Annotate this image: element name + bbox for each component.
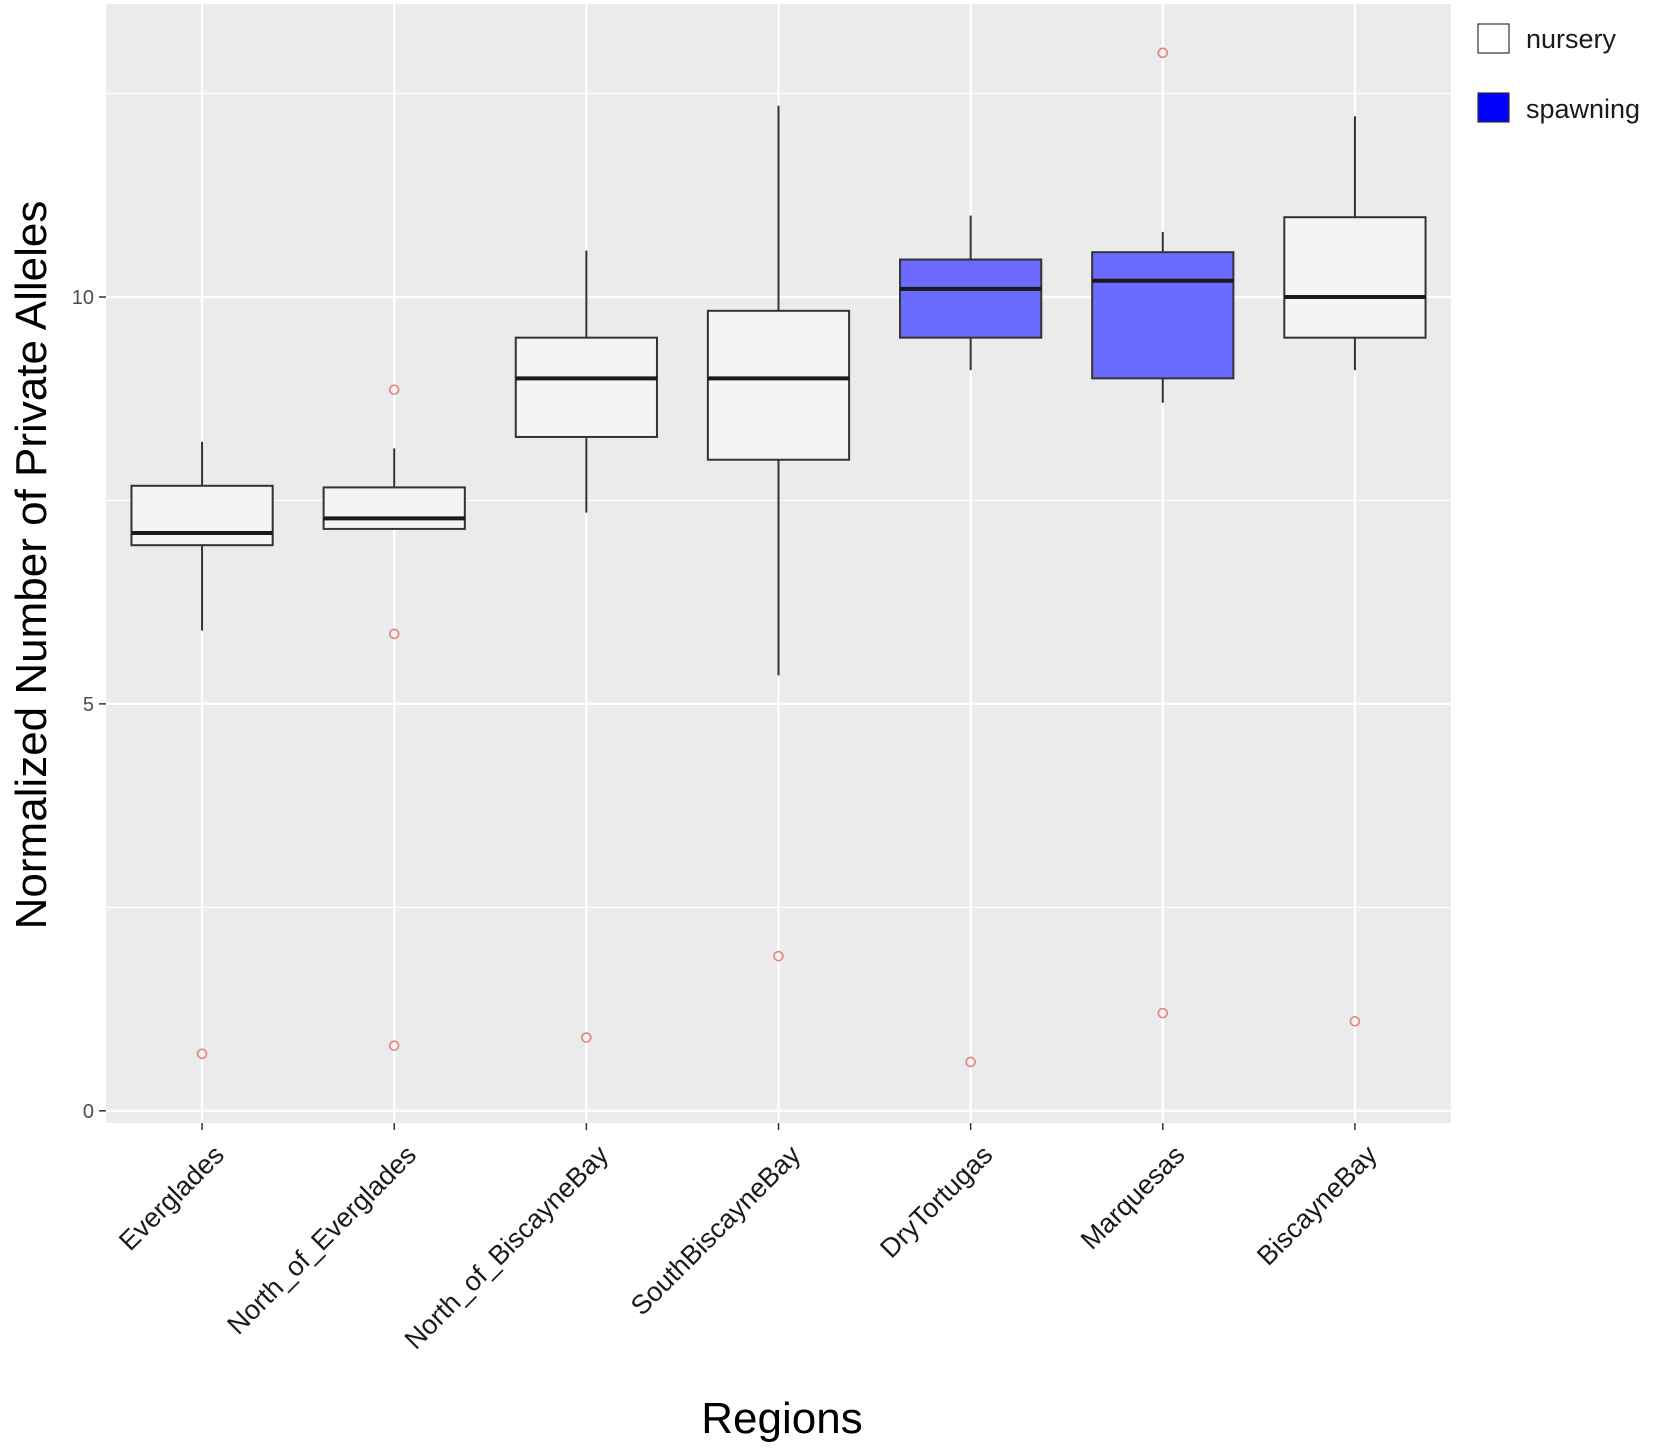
box-series <box>130 47 1427 1068</box>
box-body <box>1283 216 1427 339</box>
legend-key-nursery <box>1477 23 1510 54</box>
x-tick-label: North_of_BiscayneBay <box>399 1139 615 1355</box>
x-tick-label: Marquesas <box>1075 1140 1191 1256</box>
outlier-point <box>388 628 400 640</box>
outlier-point <box>1157 47 1169 59</box>
box-BiscayneBay <box>1283 116 1427 1027</box>
box-DryTortugas <box>899 215 1043 1068</box>
x-tick-label: SouthBiscayneBay <box>625 1139 807 1321</box>
legend-key-spawning <box>1477 92 1510 123</box>
box-SouthBiscayneBay <box>706 105 851 962</box>
outlier-point <box>388 1040 400 1051</box>
x-tick-label: North_of_Everglades <box>221 1140 422 1341</box>
outlier-point <box>773 950 784 962</box>
y-tick-label: 0 <box>83 1101 94 1123</box>
legend-label-nursery: nursery <box>1526 24 1617 54</box>
x-tick-label: Everglades <box>113 1140 230 1257</box>
box-body <box>322 486 466 530</box>
x-tick-label: BiscayneBay <box>1251 1139 1383 1271</box>
box-North_of_BiscayneBay <box>514 250 658 1043</box>
outlier-point <box>1157 1007 1169 1019</box>
x-axis: EvergladesNorth_of_EvergladesNorth_of_Bi… <box>113 1123 1383 1355</box>
box-body <box>899 258 1043 339</box>
box-body <box>1091 251 1235 380</box>
legend-label-spawning: spawning <box>1526 94 1640 124</box>
box-body <box>706 309 851 461</box>
x-tick-label: DryTortugas <box>874 1140 998 1264</box>
box-body <box>130 484 274 547</box>
box-body <box>514 336 658 438</box>
y-tick-label: 10 <box>72 287 94 309</box>
y-axis: 0 5 10 <box>72 287 106 1123</box>
box-Marquesas <box>1091 47 1235 1019</box>
box-Everglades <box>130 441 274 1060</box>
legend: nursery spawning <box>1477 23 1640 124</box>
outlier-point <box>196 1048 208 1060</box>
box-North_of_Everglades <box>322 384 466 1051</box>
outlier-point <box>388 384 400 396</box>
y-tick-label: 5 <box>83 694 94 716</box>
y-axis-title: Normalized Number of Private Alleles <box>7 201 56 930</box>
outlier-point <box>1349 1015 1361 1027</box>
outlier-point <box>965 1056 976 1068</box>
x-axis-title: Regions <box>701 1394 862 1443</box>
outlier-point <box>581 1032 592 1043</box>
